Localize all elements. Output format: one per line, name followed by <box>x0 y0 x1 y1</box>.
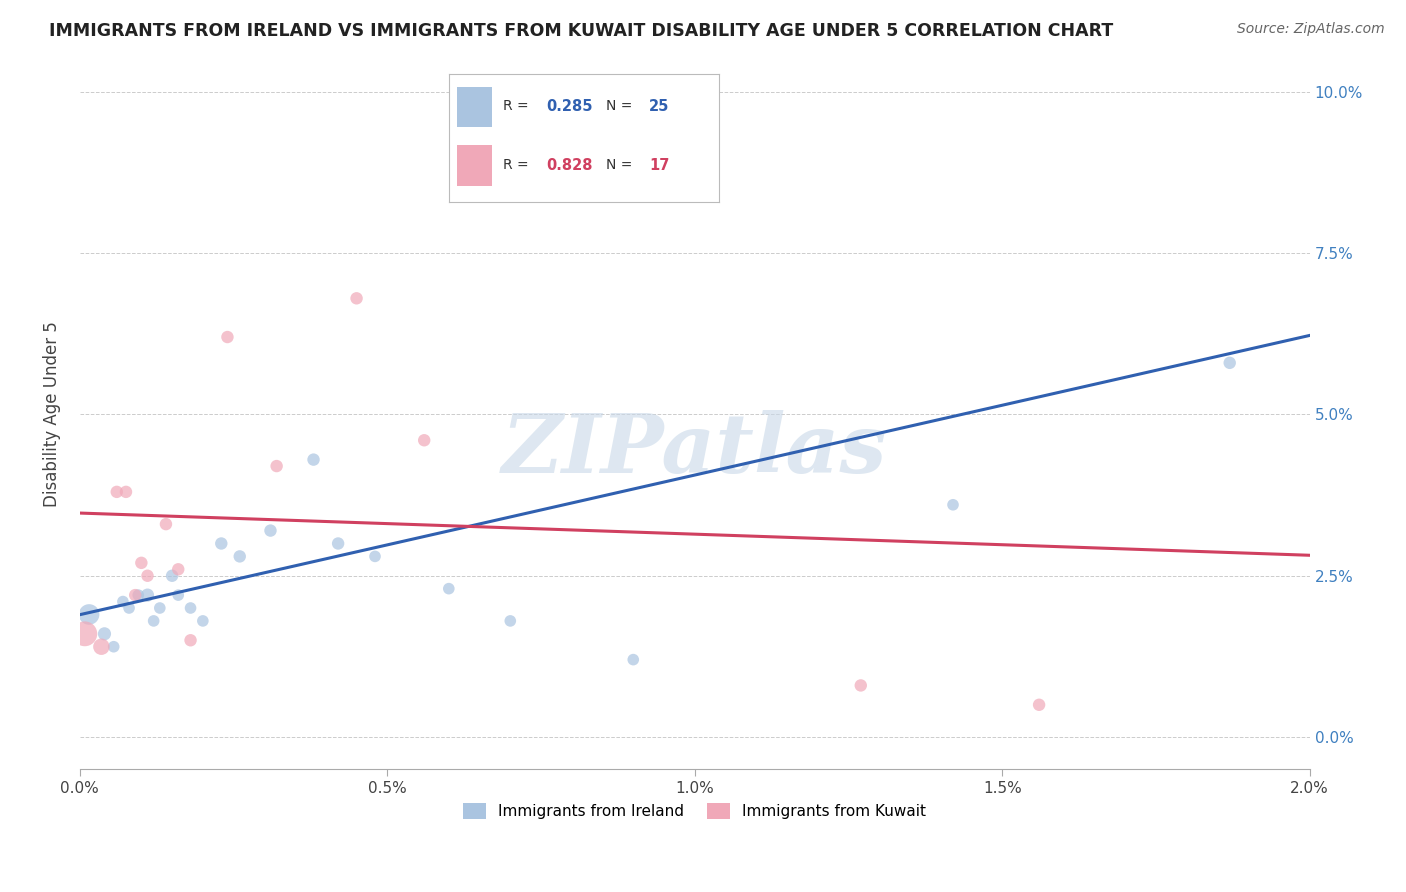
Point <box>142 614 165 628</box>
Point <box>1219 356 1241 370</box>
Point <box>149 601 172 615</box>
Text: ZIPatlas: ZIPatlas <box>502 410 887 490</box>
Text: IMMIGRANTS FROM IRELAND VS IMMIGRANTS FROM KUWAIT DISABILITY AGE UNDER 5 CORRELA: IMMIGRANTS FROM IRELAND VS IMMIGRANTS FR… <box>49 22 1114 40</box>
Point <box>209 536 232 550</box>
Point <box>683 117 706 131</box>
Point <box>77 607 100 622</box>
Text: Source: ZipAtlas.com: Source: ZipAtlas.com <box>1237 22 1385 37</box>
Point <box>229 549 252 564</box>
Point <box>136 568 159 582</box>
Point <box>155 517 177 532</box>
Y-axis label: Disability Age Under 5: Disability Age Under 5 <box>44 321 60 508</box>
Point <box>167 588 190 602</box>
Point <box>499 614 522 628</box>
Point <box>111 594 134 608</box>
Point <box>849 678 872 692</box>
Point <box>124 588 146 602</box>
Point <box>364 549 387 564</box>
Point <box>115 484 138 499</box>
Point <box>259 524 281 538</box>
Point <box>180 633 202 648</box>
Point <box>567 181 589 195</box>
Point <box>302 452 325 467</box>
Point <box>326 536 349 550</box>
Point <box>180 601 202 615</box>
Point <box>942 498 965 512</box>
Point <box>73 627 96 641</box>
Point <box>621 652 644 666</box>
Point <box>93 627 115 641</box>
Point <box>191 614 214 628</box>
Point <box>217 330 239 344</box>
Point <box>105 484 128 499</box>
Point <box>127 588 149 602</box>
Point <box>266 458 288 473</box>
Point <box>118 601 141 615</box>
Point <box>90 640 112 654</box>
Point <box>413 434 436 448</box>
Point <box>160 568 183 582</box>
Point <box>136 588 159 602</box>
Point <box>437 582 460 596</box>
Point <box>167 562 190 576</box>
Point <box>1028 698 1050 712</box>
Point <box>103 640 125 654</box>
Point <box>346 291 368 305</box>
Legend: Immigrants from Ireland, Immigrants from Kuwait: Immigrants from Ireland, Immigrants from… <box>457 797 932 825</box>
Point <box>131 556 153 570</box>
